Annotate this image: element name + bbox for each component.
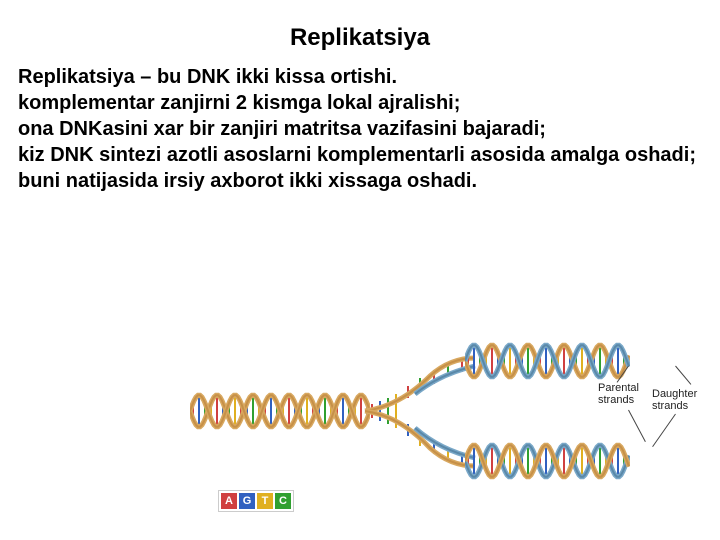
legend-c: C [275,493,291,509]
para-5: buni natijasida irsiy axborot ikki xissa… [18,168,702,194]
legend-a: A [221,493,237,509]
para-4: kiz DNK sintezi azotli asoslarni komplem… [18,142,702,168]
fork-region [360,336,480,486]
daughter-helix-bottom [465,440,630,482]
legend-t: T [257,493,273,509]
dna-replication-diagram: Parental strands Daughter strands AGTC [190,310,700,520]
daughter-lead-bot [652,414,676,447]
parental-lead-bot [628,410,646,442]
para-2: komplementar zanjirni 2 kismga lokal ajr… [18,90,702,116]
para-1: Replikatsiya – bu DNK ikki kissa ortishi… [18,64,702,90]
body-text: Replikatsiya – bu DNK ikki kissa ortishi… [0,64,720,194]
para-3: ona DNKasini xar bir zanjiri matritsa va… [18,116,702,142]
parent-helix [190,390,370,432]
legend-g: G [239,493,255,509]
base-legend: AGTC [218,490,294,512]
daughter-helix-top [465,340,630,382]
page-title: Replikatsiya [0,0,720,64]
parental-label: Parental strands [598,382,639,406]
daughter-label: Daughter strands [652,388,697,412]
daughter-lead-top [675,366,691,385]
